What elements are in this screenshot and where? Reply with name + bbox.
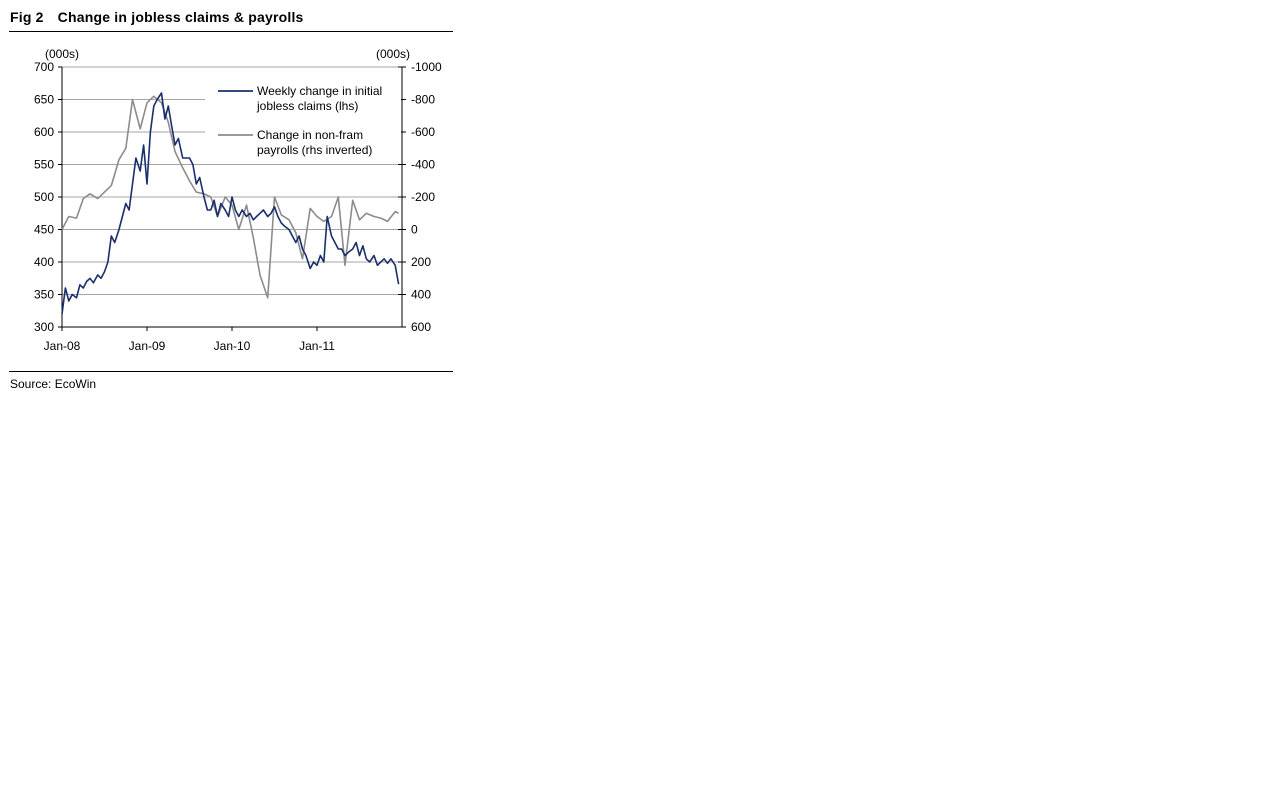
x-axis-ticks: Jan-08 Jan-09 Jan-10 Jan-11 [44, 327, 335, 353]
right-tick-label: 0 [411, 223, 418, 237]
legend: Weekly change in initial jobless claims (… [218, 84, 382, 157]
left-tick-label: 500 [34, 190, 54, 204]
x-tick-label: Jan-11 [299, 339, 335, 353]
series-line-payrolls [61, 95, 399, 299]
left-axis-ticks: 300 350 400 450 500 550 600 650 700 [34, 60, 62, 334]
chart: 300 350 400 450 500 550 600 650 700 -1000 -800 -60… [34, 47, 442, 353]
right-tick-label: -1000 [411, 60, 442, 74]
left-tick-label: 400 [34, 255, 54, 269]
left-tick-label: 300 [34, 320, 54, 334]
right-axis-ticks: -1000 -800 -600 -400 -200 0 200 400 600 [398, 60, 442, 334]
figure-number: Fig 2 [10, 9, 44, 25]
series-line-jobless-claims [61, 92, 400, 315]
right-tick-label: -200 [411, 190, 435, 204]
legend-label: Weekly change in initial jobless claims (… [256, 84, 382, 113]
left-tick-label: 350 [34, 288, 54, 302]
left-tick-label: 700 [34, 60, 54, 74]
right-tick-label: 600 [411, 320, 431, 334]
left-tick-label: 450 [34, 223, 54, 237]
left-tick-label: 550 [34, 158, 54, 172]
legend-entry-payrolls: Change in non-fram payrolls (rhs inverted… [218, 128, 372, 157]
right-axis-unit: (000s) [376, 47, 410, 61]
right-tick-label: 400 [411, 288, 431, 302]
x-tick-label: Jan-09 [129, 339, 166, 353]
x-tick-label: Jan-10 [214, 339, 251, 353]
left-tick-label: 650 [34, 93, 54, 107]
top-rule [9, 31, 453, 32]
bottom-rule [9, 371, 453, 372]
right-tick-label: -600 [411, 125, 435, 139]
right-tick-label: -800 [411, 93, 435, 107]
x-tick-label: Jan-08 [44, 339, 81, 353]
legend-background [205, 78, 401, 164]
series-lines [61, 92, 400, 315]
legend-entry-jobless-claims: Weekly change in initial jobless claims (… [218, 84, 382, 113]
left-tick-label: 600 [34, 125, 54, 139]
left-axis-unit: (000s) [45, 47, 79, 61]
legend-label: Change in non-fram payrolls (rhs inverted… [257, 128, 372, 157]
right-tick-label: 200 [411, 255, 431, 269]
figure-header: Fig 2 Change in jobless claims & payrolls [10, 9, 304, 25]
source-note: Source: EcoWin [10, 377, 97, 391]
right-tick-label: -400 [411, 158, 435, 172]
figure-title: Change in jobless claims & payrolls [57, 9, 304, 25]
